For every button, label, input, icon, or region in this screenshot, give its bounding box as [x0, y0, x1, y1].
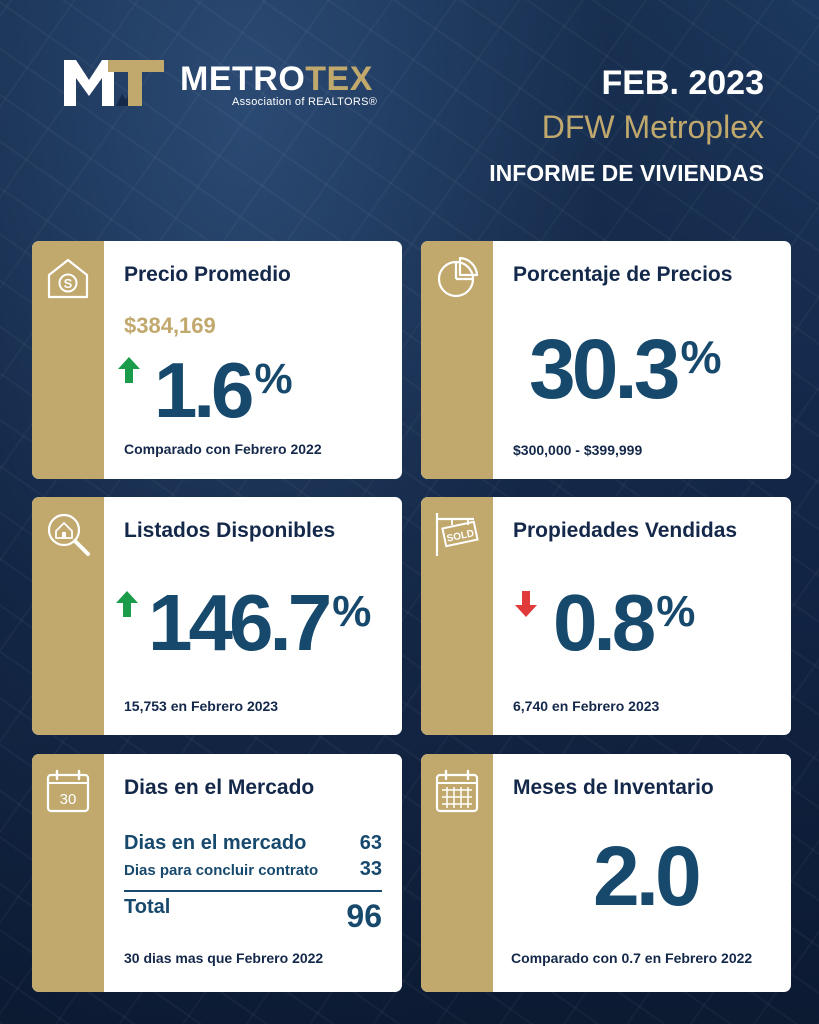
- card-title: Listados Disponibles: [124, 519, 336, 542]
- svg-text:S: S: [64, 276, 73, 291]
- dom-row-label: Dias para concluir contrato: [124, 862, 319, 879]
- card-accent-strip: [421, 497, 493, 735]
- properties-sold-change: 0.8%: [553, 578, 696, 667]
- listings-change: 146.7%: [148, 578, 372, 667]
- card-note: 15,753 en Febrero 2023: [124, 698, 279, 714]
- card-accent-strip: [32, 241, 104, 479]
- card-title: Dias en el Mercado: [124, 776, 315, 799]
- dom-row-label: Dias en el mercado: [124, 832, 307, 854]
- card-price-percentage: Porcentaje de Precios 30.3% $300,000 - $…: [421, 241, 791, 479]
- card-title: Meses de Inventario: [513, 776, 714, 799]
- card-note: $300,000 - $399,999: [513, 442, 643, 458]
- logo-subtitle: Association of REALTORS®: [232, 96, 378, 108]
- metrotex-logo: METROTEX Association of REALTORS®: [62, 56, 392, 112]
- dom-row-value: 33: [359, 858, 382, 880]
- card-properties-sold: SOLD Propiedades Vendidas 0.8% 6,740 en …: [421, 497, 791, 735]
- dom-total-label: Total: [124, 896, 171, 918]
- card-title: Propiedades Vendidas: [513, 519, 738, 542]
- card-note: Comparado con 0.7 en Febrero 2022: [511, 950, 753, 966]
- average-price-change: 1.6%: [154, 346, 293, 434]
- arrow-up-icon: [116, 591, 138, 617]
- card-accent-strip: [421, 754, 493, 992]
- pie-chart-icon: [437, 256, 479, 298]
- card-title: Precio Promedio: [124, 263, 291, 286]
- months-inventory-value: 2.0: [593, 829, 702, 923]
- dom-row-market: Dias en el mercado 63: [124, 832, 382, 855]
- house-dollar-icon: S: [47, 258, 89, 299]
- mt-logo-mark-icon: [64, 60, 164, 106]
- dom-row-value: 63: [359, 832, 382, 854]
- dom-row-contract: Dias para concluir contrato 33: [124, 858, 382, 881]
- card-available-listings: Listados Disponibles 146.7% 15,753 en Fe…: [32, 497, 402, 735]
- card-accent-strip: [421, 241, 493, 479]
- average-price-value: $384,169: [124, 313, 216, 338]
- svg-text:30: 30: [60, 791, 77, 808]
- card-note: 6,740 en Febrero 2023: [513, 698, 660, 714]
- house-search-icon: [47, 513, 90, 556]
- card-average-price: S Precio Promedio $384,169 1.6% Comparad…: [32, 241, 402, 479]
- logo-wordmark: METROTEX: [180, 60, 373, 98]
- header: METROTEX Association of REALTORS® FEB. 2…: [0, 0, 819, 230]
- calendar-30-icon: 30: [46, 769, 90, 813]
- arrow-up-icon: [118, 357, 140, 383]
- report-period: FEB. 2023: [601, 64, 764, 102]
- card-days-on-market: 30 Dias en el Mercado Dias en el mercado…: [32, 754, 402, 992]
- sold-sign-icon: SOLD: [435, 513, 479, 556]
- card-note: Comparado con Febrero 2022: [124, 441, 322, 457]
- card-accent-strip: [32, 754, 104, 992]
- card-title: Porcentaje de Precios: [513, 263, 733, 286]
- dom-total-value: 96: [346, 898, 382, 934]
- card-months-inventory: Meses de Inventario 2.0 Comparado con 0.…: [421, 754, 791, 992]
- price-percentage-value: 30.3%: [529, 322, 722, 416]
- report-title: INFORME DE VIVIENDAS: [489, 160, 764, 186]
- dom-total-row: Total 96: [124, 896, 382, 935]
- card-accent-strip: [32, 497, 104, 735]
- calendar-grid-icon: [435, 769, 479, 813]
- total-divider: [124, 890, 382, 892]
- report-region: DFW Metroplex: [541, 109, 764, 145]
- card-note: 30 dias mas que Febrero 2022: [124, 950, 324, 966]
- arrow-down-icon: [515, 591, 537, 617]
